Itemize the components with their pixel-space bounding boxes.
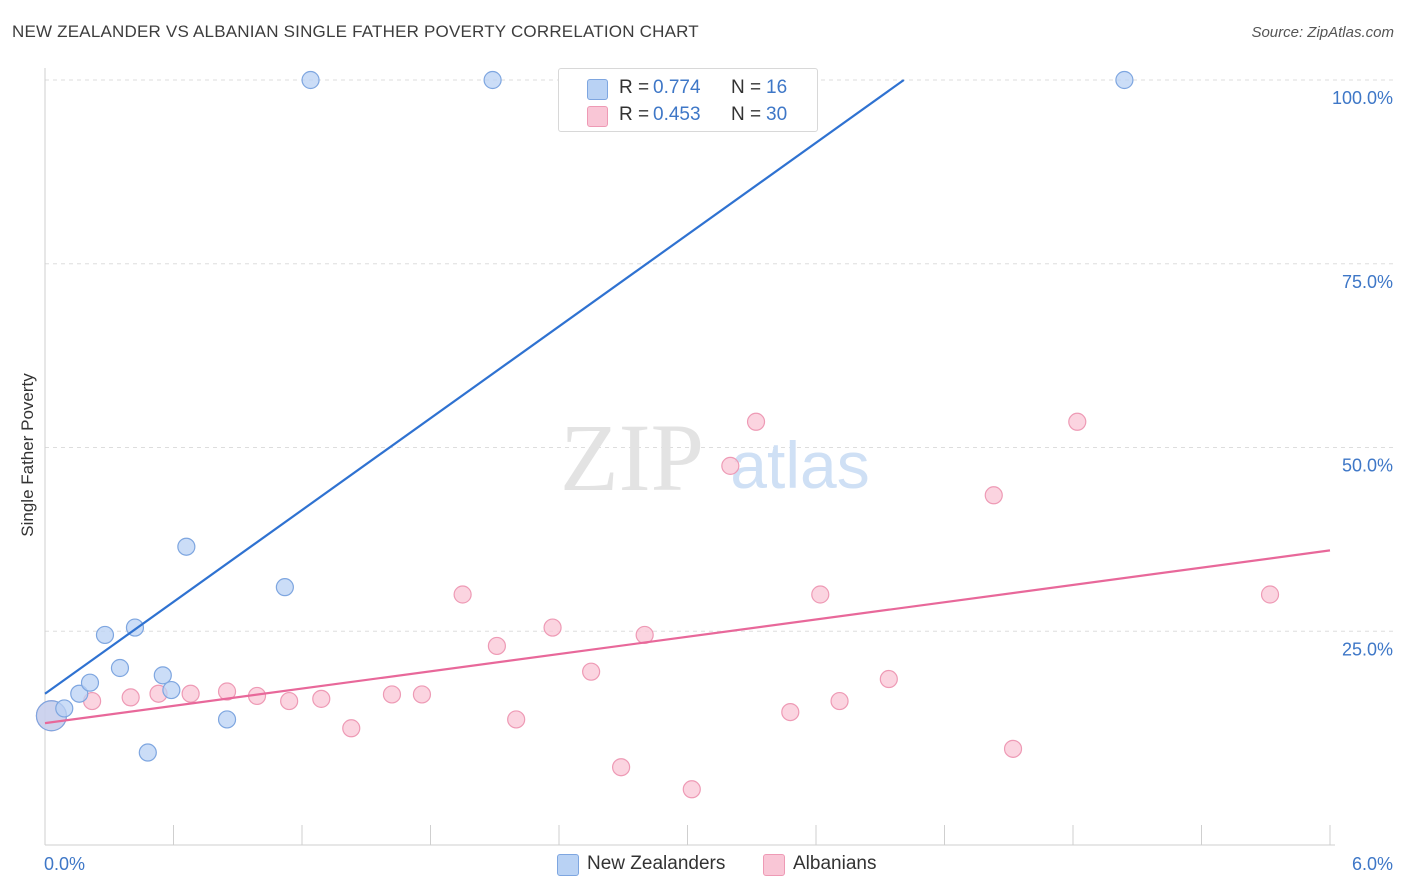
albanian-point bbox=[543, 618, 562, 637]
y-tick-label: 100.0% bbox=[1332, 88, 1393, 108]
legend-n-label: N = bbox=[731, 104, 762, 125]
legend-n-value: 30 bbox=[766, 104, 788, 125]
albanian-point bbox=[121, 688, 140, 707]
new-zealander-point bbox=[95, 625, 115, 645]
new-zealander-point bbox=[55, 699, 74, 718]
albanians-trendline bbox=[44, 549, 1331, 725]
albanian-point bbox=[682, 780, 701, 799]
data-points bbox=[35, 70, 1280, 799]
watermark-zip: ZIP bbox=[560, 404, 704, 511]
x-tick-label: 0.0% bbox=[44, 854, 85, 874]
albanian-point bbox=[312, 689, 331, 708]
albanian-point bbox=[1003, 739, 1023, 758]
legend-r-label: R = bbox=[619, 104, 650, 125]
new-zealander-point bbox=[110, 658, 130, 678]
new-zealander-point bbox=[138, 743, 157, 762]
albanian-point bbox=[582, 662, 601, 681]
legend-n-label: N = bbox=[731, 77, 762, 98]
tick-labels: 25.0% 50.0% 75.0% 100.0% 0.0% 6.0% bbox=[44, 88, 1393, 874]
bottom-legend-label: Albanians bbox=[793, 853, 877, 874]
legend-r-value: 0.774 bbox=[653, 77, 701, 98]
new-zealander-point bbox=[177, 537, 196, 556]
legend-r-label: R = bbox=[619, 77, 650, 98]
trendlines bbox=[44, 79, 1331, 725]
albanian-point bbox=[217, 682, 237, 701]
bottom-legend-label: New Zealanders bbox=[587, 853, 726, 874]
x-tick-label: 6.0% bbox=[1352, 854, 1393, 874]
albanian-point bbox=[382, 685, 402, 704]
albanian-point bbox=[181, 684, 200, 703]
source-label: Source: ZipAtlas.com bbox=[1251, 24, 1394, 41]
albanian-point bbox=[280, 691, 299, 711]
y-tick-label: 75.0% bbox=[1342, 272, 1393, 292]
albanian-point bbox=[721, 456, 740, 475]
albanian-point bbox=[412, 685, 432, 704]
new-zealander-point bbox=[70, 684, 89, 703]
albanian-point bbox=[879, 669, 898, 689]
new-zealander-point bbox=[301, 70, 320, 90]
albanian-point bbox=[453, 585, 472, 604]
y-tick-label: 25.0% bbox=[1342, 639, 1393, 659]
albanian-point bbox=[811, 585, 830, 604]
new-zealander-point bbox=[275, 578, 294, 597]
albanian-point bbox=[507, 710, 526, 729]
new-zealander-point bbox=[217, 710, 237, 729]
new-zealanders-trendline bbox=[44, 79, 905, 695]
new-zealander-point bbox=[153, 666, 172, 685]
legend-n-value: 16 bbox=[766, 77, 788, 98]
bottom-legend-swatch-pink bbox=[763, 854, 785, 876]
albanian-point bbox=[781, 702, 800, 722]
stats-legend: R = 0.774 N = 16 R = 0.453 N = 30 bbox=[558, 68, 818, 132]
new-zealander-point bbox=[162, 680, 181, 700]
bottom-legend-swatch-blue bbox=[557, 854, 579, 876]
legend-swatch-albanians bbox=[587, 106, 608, 127]
y-tick-label: 50.0% bbox=[1342, 456, 1393, 476]
new-zealander-point bbox=[80, 673, 100, 692]
new-zealander-point bbox=[1115, 70, 1134, 90]
albanian-point bbox=[487, 636, 506, 656]
albanian-point bbox=[342, 719, 361, 738]
watermark-atlas: atlas bbox=[730, 428, 869, 502]
new-zealander-point bbox=[483, 70, 502, 90]
albanian-point bbox=[984, 486, 1003, 505]
albanian-point bbox=[612, 758, 631, 777]
albanian-point bbox=[1260, 585, 1280, 604]
albanian-point bbox=[830, 691, 849, 711]
legend-r-value: 0.453 bbox=[653, 104, 701, 125]
albanian-point bbox=[746, 412, 766, 431]
legend-swatch-new-zealanders bbox=[587, 79, 608, 100]
chart-title: NEW ZEALANDER VS ALBANIAN SINGLE FATHER … bbox=[12, 22, 699, 41]
albanian-point bbox=[1068, 412, 1087, 431]
watermark: ZIP atlas bbox=[560, 404, 870, 511]
